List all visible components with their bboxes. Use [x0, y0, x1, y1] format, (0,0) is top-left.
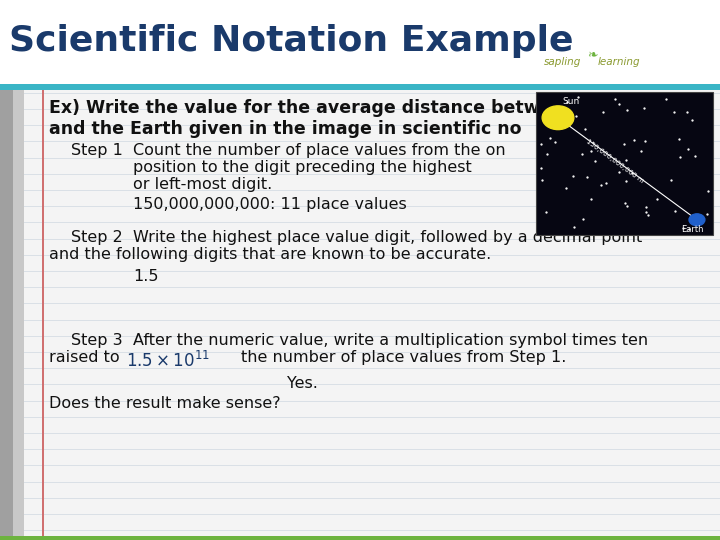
Text: Does the result make sense?: Does the result make sense?: [49, 396, 281, 411]
Bar: [13, 90, 24, 536]
Point: [628, 136, 639, 144]
Bar: [0, 536, 720, 540]
Point: [572, 93, 584, 102]
Text: Scientific Notation Example: Scientific Notation Example: [9, 24, 573, 57]
Text: 150,000,000,000 m: 150,000,000,000 m: [585, 138, 644, 184]
Point: [540, 208, 552, 217]
Point: [536, 176, 548, 185]
Point: [621, 201, 633, 210]
Text: learning: learning: [598, 57, 640, 67]
Circle shape: [689, 214, 705, 226]
Point: [675, 152, 686, 161]
Point: [641, 203, 652, 212]
Point: [600, 179, 611, 187]
Point: [669, 207, 680, 216]
Text: Step 2: Step 2: [71, 230, 122, 245]
Point: [703, 186, 714, 195]
Point: [639, 137, 651, 145]
Text: 1.5: 1.5: [133, 269, 158, 284]
Point: [571, 112, 582, 120]
Point: [673, 135, 685, 144]
Point: [652, 195, 663, 204]
Text: position to the digit preceding the highest: position to the digit preceding the high…: [133, 160, 472, 175]
Text: Count the number of place values from the on: Count the number of place values from th…: [133, 143, 506, 158]
Text: ❧: ❧: [587, 49, 597, 62]
Point: [620, 156, 631, 164]
Text: and the Earth given in the image in scientific no: and the Earth given in the image in scie…: [49, 119, 521, 138]
Point: [613, 100, 625, 109]
Point: [535, 164, 546, 172]
Point: [589, 157, 600, 165]
Point: [620, 198, 631, 207]
Bar: [536, 92, 713, 235]
Point: [541, 150, 553, 158]
Point: [585, 195, 597, 204]
Point: [562, 98, 573, 106]
Text: After the numeric value, write a multiplication symbol times ten: After the numeric value, write a multipl…: [133, 333, 648, 348]
Text: Step 1: Step 1: [71, 143, 122, 158]
Point: [640, 207, 652, 216]
Text: 150,000,000,000: 11 place values: 150,000,000,000: 11 place values: [133, 197, 407, 212]
Point: [665, 176, 677, 184]
Text: Earth: Earth: [681, 225, 704, 234]
Text: $1.5\times10^{11}$: $1.5\times10^{11}$: [126, 350, 210, 371]
Text: sapling: sapling: [544, 57, 581, 67]
Point: [544, 134, 556, 143]
Text: Step 3: Step 3: [71, 333, 122, 348]
Point: [690, 152, 701, 160]
Bar: [0, 0, 720, 84]
Text: Yes.: Yes.: [287, 376, 318, 391]
Point: [660, 94, 671, 103]
Point: [668, 107, 680, 116]
Text: or left-most digit.: or left-most digit.: [133, 177, 272, 192]
Text: Sun: Sun: [562, 97, 580, 106]
Bar: [0, 90, 13, 536]
Point: [581, 172, 593, 181]
Point: [567, 171, 578, 180]
Point: [683, 225, 695, 233]
Point: [577, 214, 589, 223]
Point: [682, 107, 693, 116]
Point: [535, 140, 546, 149]
Text: and the following digits that are known to be accurate.: and the following digits that are known …: [49, 247, 491, 262]
Bar: [0, 84, 720, 90]
Point: [626, 169, 637, 178]
Text: the number of place values from Step 1.: the number of place values from Step 1.: [241, 350, 567, 365]
Point: [642, 211, 654, 220]
Text: Write the highest place value digit, followed by a decimal point: Write the highest place value digit, fol…: [133, 230, 642, 245]
Circle shape: [542, 106, 574, 130]
Text: Ex) Write the value for the average distance between the Sun: Ex) Write the value for the average dist…: [49, 99, 657, 117]
Point: [701, 210, 713, 218]
Point: [560, 184, 572, 192]
Text: raised to: raised to: [49, 350, 120, 365]
Point: [638, 104, 649, 112]
Point: [621, 106, 633, 115]
Point: [576, 150, 588, 158]
Point: [682, 145, 693, 153]
Point: [636, 146, 647, 155]
Point: [585, 147, 597, 156]
Point: [595, 180, 607, 189]
Point: [686, 116, 698, 124]
Point: [580, 124, 591, 133]
Point: [550, 137, 562, 146]
Point: [597, 107, 608, 116]
Point: [621, 177, 632, 185]
Point: [568, 222, 580, 231]
Point: [618, 139, 630, 148]
Point: [678, 224, 689, 232]
Bar: [42, 90, 44, 536]
Bar: [0, 90, 720, 536]
Point: [613, 167, 625, 176]
Point: [610, 94, 621, 103]
